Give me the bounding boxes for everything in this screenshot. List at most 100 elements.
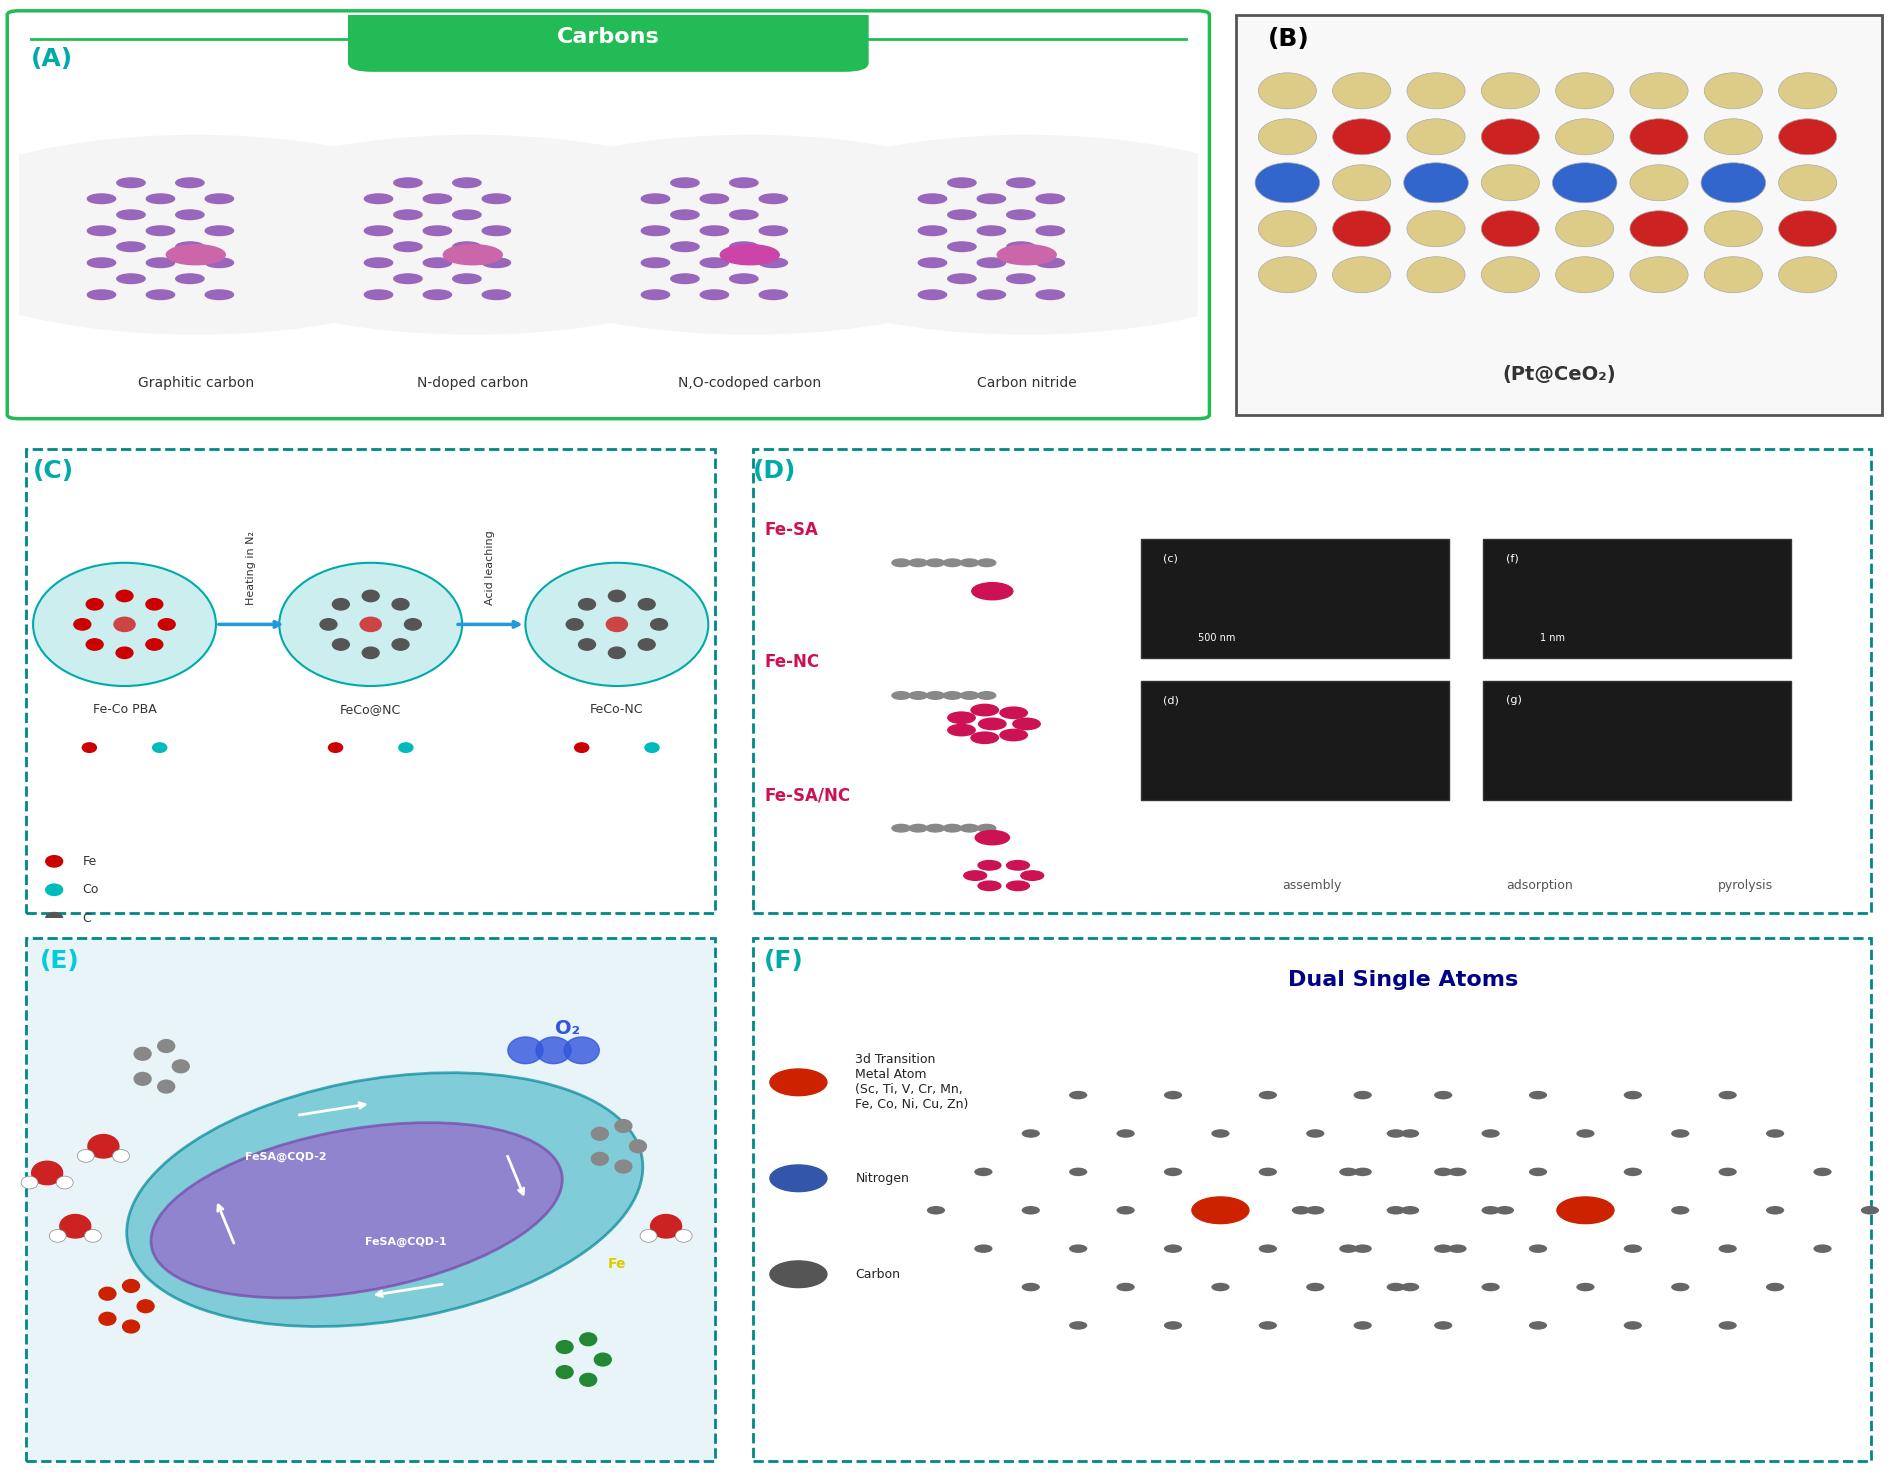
Circle shape: [173, 1060, 190, 1072]
Circle shape: [1163, 1321, 1182, 1330]
Circle shape: [730, 274, 758, 283]
Text: (d): (d): [1163, 696, 1179, 705]
Circle shape: [112, 1149, 129, 1163]
Circle shape: [892, 692, 911, 699]
Circle shape: [1338, 1244, 1357, 1253]
Circle shape: [1407, 73, 1466, 108]
Circle shape: [1258, 73, 1315, 108]
Circle shape: [21, 1176, 38, 1189]
Circle shape: [1719, 1091, 1738, 1099]
Text: Nitrogen: Nitrogen: [855, 1171, 909, 1185]
Circle shape: [671, 241, 700, 252]
Circle shape: [918, 227, 947, 235]
Circle shape: [99, 1312, 116, 1325]
Circle shape: [1719, 1167, 1738, 1176]
Text: (E): (E): [40, 949, 80, 973]
Circle shape: [116, 647, 133, 659]
Circle shape: [1629, 118, 1688, 154]
Circle shape: [1861, 1206, 1878, 1214]
Circle shape: [86, 598, 103, 610]
Circle shape: [644, 743, 660, 752]
Text: 1 nm: 1 nm: [1540, 634, 1565, 643]
Circle shape: [979, 860, 1002, 869]
Circle shape: [1555, 73, 1614, 108]
Text: FeCo@NC: FeCo@NC: [340, 703, 401, 717]
Circle shape: [1576, 1283, 1595, 1291]
Circle shape: [671, 274, 700, 283]
Circle shape: [973, 1244, 992, 1253]
Circle shape: [700, 194, 728, 203]
Circle shape: [928, 1206, 945, 1214]
Circle shape: [454, 135, 1044, 335]
Circle shape: [1705, 118, 1762, 154]
Circle shape: [114, 618, 135, 631]
Circle shape: [175, 210, 203, 219]
Circle shape: [405, 619, 422, 629]
Circle shape: [1116, 1129, 1135, 1137]
Circle shape: [365, 227, 394, 235]
Circle shape: [1068, 1167, 1087, 1176]
Circle shape: [1068, 1091, 1087, 1099]
Circle shape: [46, 912, 63, 924]
Circle shape: [135, 1072, 150, 1086]
Circle shape: [175, 178, 203, 188]
Circle shape: [1258, 1091, 1277, 1099]
Circle shape: [1013, 718, 1040, 730]
Circle shape: [608, 647, 625, 659]
Circle shape: [1814, 1244, 1833, 1253]
Text: (f): (f): [1506, 554, 1519, 563]
Text: N-doped carbon: N-doped carbon: [416, 376, 528, 390]
Circle shape: [1528, 1167, 1547, 1176]
Circle shape: [1779, 256, 1836, 293]
Circle shape: [1779, 210, 1836, 247]
Circle shape: [639, 638, 656, 650]
Circle shape: [926, 825, 945, 832]
Bar: [1141, 539, 1449, 658]
Circle shape: [700, 290, 728, 299]
Text: Carbon: Carbon: [855, 1268, 901, 1281]
Circle shape: [1401, 1129, 1420, 1137]
Circle shape: [949, 712, 975, 723]
Circle shape: [971, 732, 998, 743]
Text: N,O-codoped carbon: N,O-codoped carbon: [679, 376, 821, 390]
Circle shape: [443, 244, 502, 265]
Circle shape: [1671, 1283, 1690, 1291]
Circle shape: [1705, 73, 1762, 108]
Circle shape: [1481, 210, 1540, 247]
Circle shape: [1211, 1206, 1230, 1214]
Text: (c): (c): [1163, 554, 1179, 563]
Circle shape: [1623, 1167, 1642, 1176]
Circle shape: [960, 825, 979, 832]
Circle shape: [700, 227, 728, 235]
Circle shape: [1021, 1129, 1040, 1137]
Text: Acid leaching: Acid leaching: [485, 530, 496, 604]
Text: adsorption: adsorption: [1506, 878, 1574, 892]
Circle shape: [641, 227, 669, 235]
Circle shape: [971, 705, 998, 715]
Circle shape: [78, 1149, 95, 1163]
Text: Fe-Co PBA: Fe-Co PBA: [93, 703, 156, 717]
Circle shape: [99, 1287, 116, 1300]
Circle shape: [1008, 210, 1034, 219]
Circle shape: [1021, 1206, 1040, 1214]
Circle shape: [641, 258, 669, 268]
Circle shape: [566, 619, 584, 629]
Circle shape: [1555, 256, 1614, 293]
Circle shape: [1258, 256, 1315, 293]
Circle shape: [892, 825, 911, 832]
Circle shape: [1008, 860, 1030, 869]
Circle shape: [452, 241, 481, 252]
Circle shape: [87, 194, 116, 203]
Circle shape: [1481, 73, 1540, 108]
Circle shape: [87, 258, 116, 268]
Circle shape: [918, 194, 947, 203]
Text: 500 nm: 500 nm: [1198, 634, 1236, 643]
Circle shape: [629, 1140, 646, 1152]
Circle shape: [1555, 210, 1614, 247]
Circle shape: [758, 258, 787, 268]
Circle shape: [87, 1134, 120, 1158]
Circle shape: [758, 227, 787, 235]
Circle shape: [1293, 1206, 1310, 1214]
Circle shape: [1333, 210, 1392, 247]
Circle shape: [1021, 1283, 1040, 1291]
